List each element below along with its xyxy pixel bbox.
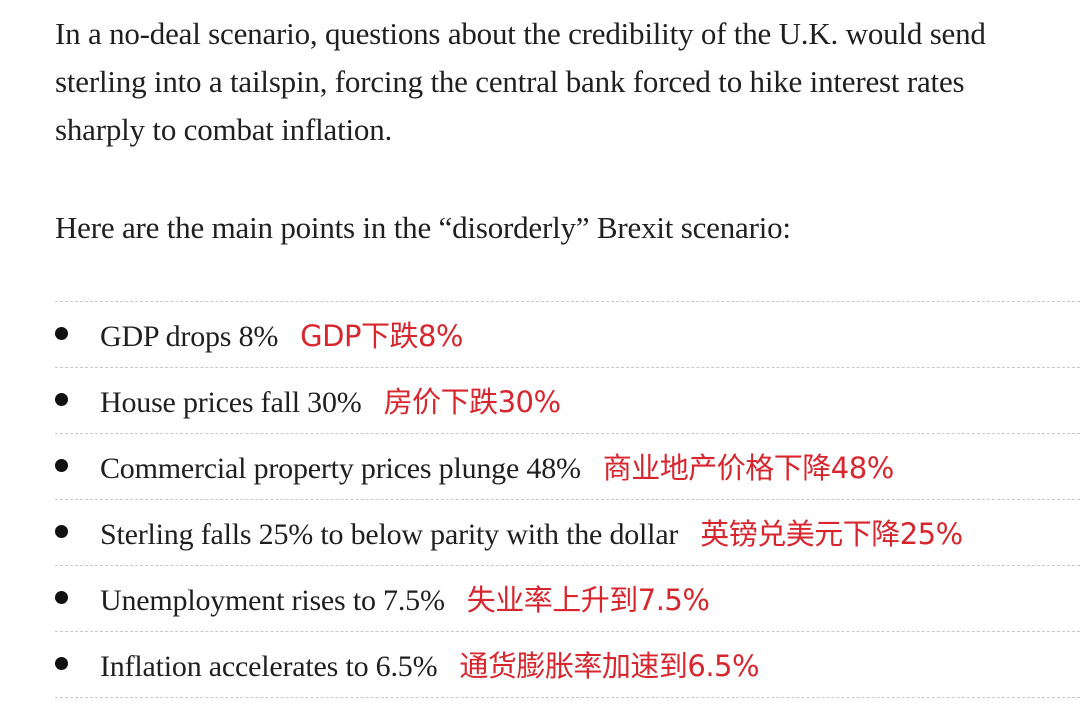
list-intro-paragraph: Here are the main points in the “disorde…: [55, 210, 791, 245]
bullet-text: House prices fall 30% 房价下跌30%: [100, 382, 561, 423]
bullet-chinese-annotation: 通货膨胀率加速到6.5%: [459, 649, 760, 683]
bullet-english: GDP drops 8%: [100, 320, 279, 353]
bullet-icon: [55, 591, 68, 604]
bullet-text: Sterling falls 25% to below parity with …: [100, 514, 963, 555]
list-item: Inflation accelerates to 6.5% 通货膨胀率加速到6.5…: [55, 632, 1080, 698]
bullet-icon: [55, 327, 68, 340]
bullet-english: Sterling falls 25% to below parity with …: [100, 518, 679, 551]
intro-paragraph: In a no-deal scenario, questions about t…: [55, 16, 986, 147]
bullet-text: Unemployment rises to 7.5% 失业率上升到7.5%: [100, 580, 710, 621]
bullet-chinese-annotation: GDP下跌8%: [300, 319, 463, 353]
list-item: Commercial property prices plunge 48% 商业地…: [55, 434, 1080, 500]
bullet-english: Unemployment rises to 7.5%: [100, 584, 445, 617]
bullet-chinese-annotation: 商业地产价格下降48%: [602, 451, 894, 485]
list-item: Unemployment rises to 7.5% 失业率上升到7.5%: [55, 566, 1080, 632]
bullet-icon: [55, 459, 68, 472]
bullet-chinese-annotation: 英镑兑美元下降25%: [700, 517, 963, 551]
bullet-english: Commercial property prices plunge 48%: [100, 452, 581, 485]
bullet-english: Inflation accelerates to 6.5%: [100, 650, 438, 683]
bullet-chinese-annotation: 失业率上升到7.5%: [466, 583, 710, 617]
brexit-points-list: GDP drops 8% GDP下跌8% House prices fall 30…: [55, 301, 1080, 698]
list-item: GDP drops 8% GDP下跌8%: [55, 302, 1080, 368]
list-item: House prices fall 30% 房价下跌30%: [55, 368, 1080, 434]
list-item: Sterling falls 25% to below parity with …: [55, 500, 1080, 566]
bullet-chinese-annotation: 房价下跌30%: [383, 385, 561, 419]
bullet-english: House prices fall 30%: [100, 386, 362, 419]
bullet-icon: [55, 393, 68, 406]
bullet-text: Inflation accelerates to 6.5% 通货膨胀率加速到6.5…: [100, 646, 760, 687]
bullet-text: GDP drops 8% GDP下跌8%: [100, 316, 463, 357]
bullet-icon: [55, 657, 68, 670]
bullet-text: Commercial property prices plunge 48% 商业地…: [100, 448, 894, 489]
bullet-icon: [55, 525, 68, 538]
